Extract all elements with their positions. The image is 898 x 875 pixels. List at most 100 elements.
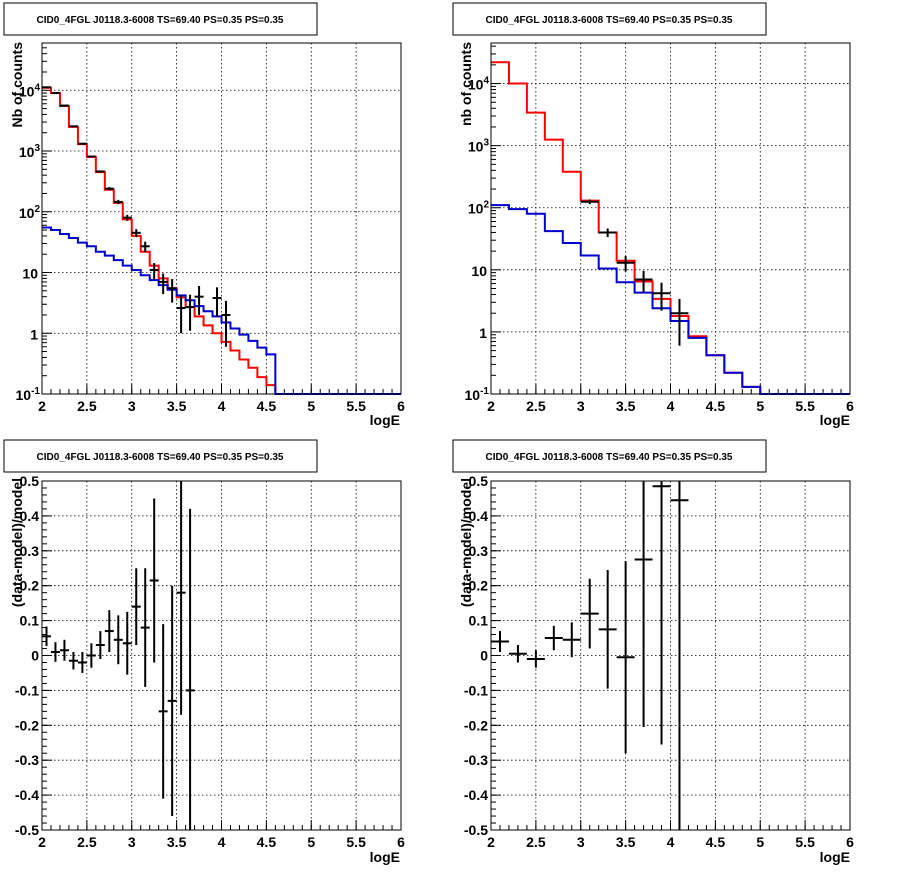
y-tick-label: 103 <box>468 138 490 155</box>
data-point <box>131 568 141 646</box>
x-axis-label: logE <box>370 412 400 428</box>
chart-title: CID0_4FGL J0118.3-6008 TS=69.40 PS=0.35 … <box>486 452 733 463</box>
data-point <box>580 578 599 649</box>
data-point <box>670 481 689 830</box>
data-point <box>86 643 96 668</box>
data-point <box>104 187 114 191</box>
data-point <box>158 273 168 295</box>
x-tick-label: 3.5 <box>616 398 636 414</box>
chart-p2: 2 2.5 3 3.5 4 4.5 5 5.5 6 10-1 1 10 102 103 104 <box>465 42 854 414</box>
chart-title: CID0_4FGL J0118.3-6008 TS=69.40 PS=0.35 … <box>37 15 284 26</box>
y-tick-label: -0.1 <box>15 682 39 698</box>
y-tick-label: 0.5 <box>20 473 40 489</box>
data-point <box>580 199 599 205</box>
data-point <box>616 256 635 272</box>
data-point <box>652 282 671 311</box>
data-point <box>95 170 105 173</box>
y-tick-label: -0.2 <box>464 717 488 733</box>
x-tick-label: 4 <box>218 398 226 414</box>
chart-p3: 2 2.5 3 3.5 4 4.5 5 5.5 6 -0.5 -0.4 -0.3 -0.2 -0.1 0 0.… <box>15 473 405 850</box>
x-tick-label: 6 <box>846 834 854 850</box>
chart-p1: 2 2.5 3 3.5 4 4.5 5 5.5 6 10-1 1 10 102 103 104 <box>16 42 405 414</box>
data-point <box>104 610 114 653</box>
x-tick-label: 3 <box>128 834 136 850</box>
x-tick-label: 2 <box>487 834 495 850</box>
y-tick-label: 0.3 <box>469 543 489 559</box>
x-tick-label: 3 <box>128 398 136 414</box>
data-point <box>634 270 653 292</box>
plot-frame <box>41 42 402 395</box>
y-tick-label: 0.3 <box>20 543 40 559</box>
x-tick-label: 2 <box>487 398 495 414</box>
data-point <box>42 626 51 647</box>
data-point <box>149 498 159 663</box>
x-tick-label: 5 <box>307 398 315 414</box>
x-tick-label: 3.5 <box>167 398 187 414</box>
x-axis-label: logE <box>370 849 400 865</box>
y-tick-label: -0.5 <box>464 822 488 838</box>
y-tick-label: 102 <box>19 204 41 221</box>
y-tick-label: 0.1 <box>469 613 489 629</box>
data-point <box>185 294 195 331</box>
data-point <box>59 639 69 661</box>
x-tick-label: 2.5 <box>526 834 546 850</box>
y-tick-label: -0.5 <box>15 822 39 838</box>
x-tick-label: 2.5 <box>77 398 97 414</box>
x-tick-label: 5.5 <box>795 398 815 414</box>
data-point <box>176 481 186 715</box>
x-tick-label: 6 <box>846 398 854 414</box>
y-tick-label: 10-1 <box>16 386 41 403</box>
data-point <box>42 86 51 89</box>
y-tick-label: 0.4 <box>20 508 40 524</box>
x-tick-label: 2.5 <box>526 398 546 414</box>
y-tick-label: 0.2 <box>20 578 40 594</box>
y-tick-label: 1 <box>30 326 38 342</box>
y-tick-label: 0.5 <box>469 473 489 489</box>
data-point <box>158 624 168 799</box>
y-tick-label: 103 <box>19 143 41 160</box>
x-tick-label: 4 <box>667 834 675 850</box>
plot-frame <box>490 42 851 395</box>
y-tick-label: 0.4 <box>469 508 489 524</box>
x-tick-label: 4 <box>667 398 675 414</box>
x-tick-label: 4.5 <box>257 398 277 414</box>
x-tick-label: 2 <box>38 834 46 850</box>
data-point <box>185 508 195 830</box>
data-point <box>140 568 150 687</box>
data-point <box>77 652 87 673</box>
data-point <box>95 631 105 659</box>
y-tick-label: -0.4 <box>15 787 39 803</box>
y-axis-label: (data-model)/model <box>9 478 25 607</box>
title-box-p4: CID0_4FGL J0118.3-6008 TS=69.40 PS=0.35 … <box>452 439 767 473</box>
data-point <box>68 125 78 128</box>
x-axis-label: logE <box>820 412 850 428</box>
data-point <box>167 585 177 817</box>
data-point <box>140 241 150 252</box>
x-tick-label: 5 <box>756 398 764 414</box>
x-axis-label: logE <box>820 849 850 865</box>
chart-p4: 2 2.5 3 3.5 4 4.5 5 5.5 6 -0.5 -0.4 -0.3 -0.2 -0.1 0 0.… <box>464 473 854 850</box>
y-tick-label: 0 <box>31 648 39 664</box>
data-point <box>113 199 123 205</box>
data-point <box>634 481 653 728</box>
chart-title: CID0_4FGL J0118.3-6008 TS=69.40 PS=0.35 … <box>486 15 733 26</box>
data-point <box>77 142 87 145</box>
y-tick-label: 0.2 <box>469 578 489 594</box>
x-tick-label: 5 <box>756 834 764 850</box>
y-tick-label: 0 <box>480 648 488 664</box>
x-tick-label: 3 <box>577 834 585 850</box>
y-tick-label: 0.1 <box>20 613 40 629</box>
y-tick-label: -0.3 <box>15 752 39 768</box>
x-tick-label: 2 <box>38 398 46 414</box>
x-tick-label: 4.5 <box>706 834 726 850</box>
y-tick-label: -0.2 <box>15 717 39 733</box>
y-tick-label: 104 <box>19 82 41 99</box>
y-axis-label: Nb of counts <box>9 42 25 128</box>
data-point <box>50 92 60 95</box>
y-tick-label: -0.3 <box>464 752 488 768</box>
data-point <box>122 611 132 675</box>
data-point <box>598 569 617 689</box>
data-point <box>544 625 563 651</box>
x-tick-label: 6 <box>397 834 405 850</box>
